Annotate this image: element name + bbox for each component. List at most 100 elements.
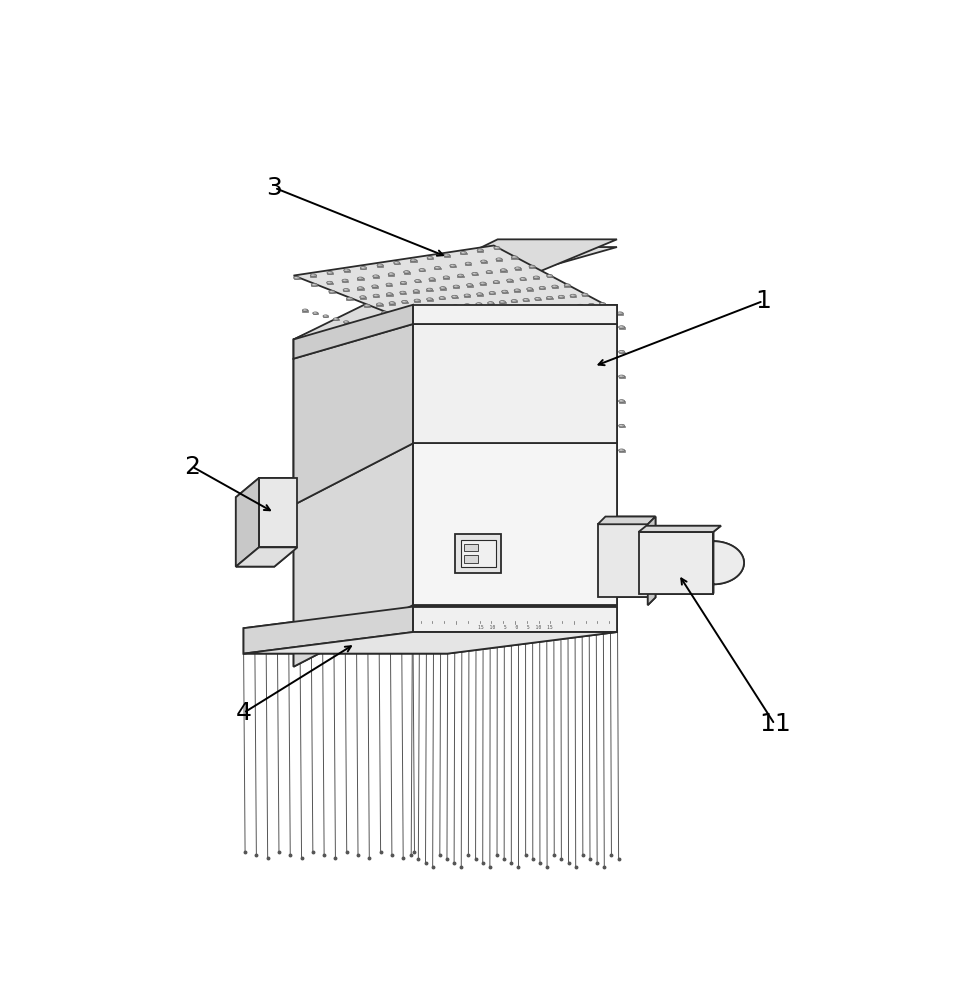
Ellipse shape — [604, 350, 611, 353]
Ellipse shape — [465, 375, 470, 378]
Ellipse shape — [459, 275, 461, 276]
Polygon shape — [603, 376, 610, 378]
Ellipse shape — [445, 315, 447, 316]
Ellipse shape — [476, 351, 479, 352]
Ellipse shape — [463, 351, 465, 352]
Ellipse shape — [619, 400, 622, 401]
Ellipse shape — [542, 375, 547, 378]
Ellipse shape — [602, 425, 604, 426]
Ellipse shape — [491, 351, 494, 352]
Ellipse shape — [441, 287, 443, 288]
Ellipse shape — [583, 294, 585, 295]
Ellipse shape — [403, 271, 410, 273]
Ellipse shape — [357, 287, 363, 289]
Ellipse shape — [412, 318, 414, 319]
Polygon shape — [511, 257, 517, 259]
Ellipse shape — [582, 424, 588, 427]
Ellipse shape — [618, 326, 624, 329]
Ellipse shape — [506, 351, 507, 352]
Polygon shape — [465, 376, 470, 378]
Ellipse shape — [478, 249, 481, 251]
Ellipse shape — [573, 375, 579, 378]
Ellipse shape — [580, 326, 582, 327]
Ellipse shape — [458, 274, 464, 277]
Ellipse shape — [428, 324, 433, 327]
Polygon shape — [427, 299, 432, 301]
Polygon shape — [410, 260, 417, 262]
Ellipse shape — [477, 312, 483, 315]
Ellipse shape — [428, 298, 431, 299]
Polygon shape — [459, 450, 465, 452]
Polygon shape — [566, 307, 572, 308]
Polygon shape — [259, 478, 297, 547]
Ellipse shape — [570, 294, 577, 297]
Ellipse shape — [345, 269, 348, 271]
Ellipse shape — [479, 449, 482, 451]
Ellipse shape — [578, 304, 583, 307]
Ellipse shape — [511, 300, 517, 302]
Ellipse shape — [364, 327, 369, 329]
Polygon shape — [461, 540, 496, 567]
Ellipse shape — [515, 289, 518, 291]
Polygon shape — [449, 376, 455, 378]
Ellipse shape — [510, 425, 513, 426]
Ellipse shape — [599, 303, 606, 305]
Ellipse shape — [486, 326, 489, 327]
Polygon shape — [387, 294, 393, 296]
Ellipse shape — [433, 351, 436, 352]
Polygon shape — [596, 315, 602, 316]
Ellipse shape — [453, 400, 456, 401]
Ellipse shape — [618, 312, 620, 314]
Ellipse shape — [579, 305, 581, 306]
Ellipse shape — [343, 289, 350, 291]
Ellipse shape — [436, 400, 438, 401]
Ellipse shape — [400, 281, 406, 284]
Polygon shape — [590, 352, 596, 353]
Polygon shape — [491, 426, 498, 427]
Ellipse shape — [485, 400, 491, 402]
Polygon shape — [464, 555, 478, 563]
Polygon shape — [419, 270, 425, 271]
Ellipse shape — [535, 400, 542, 402]
Ellipse shape — [342, 279, 348, 282]
Polygon shape — [527, 289, 533, 291]
Polygon shape — [604, 352, 611, 353]
Ellipse shape — [518, 449, 525, 452]
Ellipse shape — [534, 308, 537, 309]
Polygon shape — [445, 327, 451, 329]
Ellipse shape — [533, 308, 539, 310]
Ellipse shape — [440, 297, 443, 298]
Ellipse shape — [438, 449, 444, 452]
Ellipse shape — [489, 302, 491, 303]
Ellipse shape — [553, 326, 555, 327]
Ellipse shape — [440, 287, 446, 289]
Ellipse shape — [565, 425, 568, 426]
Polygon shape — [377, 304, 383, 306]
Polygon shape — [575, 316, 581, 318]
Ellipse shape — [608, 313, 610, 314]
Ellipse shape — [566, 316, 568, 317]
Ellipse shape — [420, 376, 422, 377]
Text: 4: 4 — [236, 701, 251, 725]
Ellipse shape — [619, 326, 622, 327]
Polygon shape — [480, 376, 486, 378]
Polygon shape — [471, 274, 478, 275]
Ellipse shape — [529, 265, 535, 268]
Polygon shape — [576, 352, 581, 353]
Ellipse shape — [418, 326, 425, 329]
Ellipse shape — [328, 282, 330, 283]
Text: 2: 2 — [184, 454, 200, 479]
Polygon shape — [452, 297, 458, 298]
Polygon shape — [399, 319, 405, 321]
Ellipse shape — [501, 311, 503, 312]
Polygon shape — [501, 270, 506, 272]
Polygon shape — [552, 401, 558, 403]
Ellipse shape — [374, 295, 377, 296]
Polygon shape — [713, 532, 744, 594]
Polygon shape — [293, 324, 413, 505]
Ellipse shape — [533, 317, 539, 320]
Polygon shape — [618, 450, 624, 452]
Polygon shape — [618, 426, 624, 427]
Polygon shape — [244, 632, 617, 654]
Polygon shape — [236, 478, 259, 567]
